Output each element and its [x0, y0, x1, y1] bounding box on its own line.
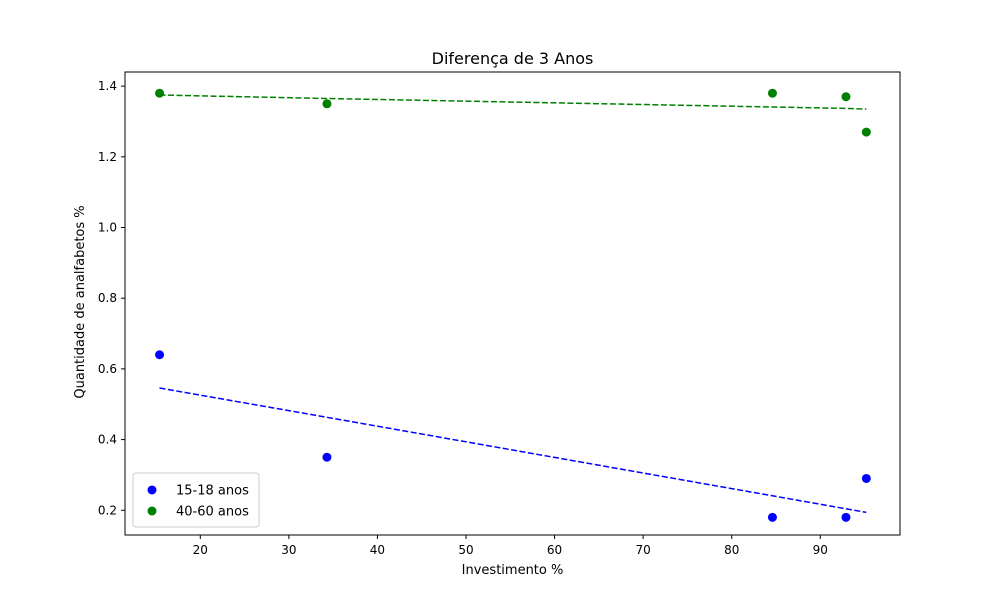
y-axis: 0.2 0.4 0.6 0.8 1.0 1.2 1.4 — [98, 79, 125, 517]
y-tick-label: 0.2 — [98, 503, 117, 517]
trend-line-1 — [159, 387, 867, 514]
x-tick-label: 60 — [547, 543, 562, 557]
y-tick-label: 1.4 — [98, 79, 117, 93]
legend-marker — [147, 506, 157, 516]
trend-line-2 — [159, 94, 867, 110]
y-axis-title: Quantidade de analfabetos % — [73, 205, 88, 398]
legend-label: 40-60 anos — [176, 505, 249, 520]
y-tick-label: 0.4 — [98, 433, 117, 447]
trend-lines — [159, 94, 867, 514]
x-tick-label: 40 — [370, 543, 385, 557]
y-tick-label: 0.6 — [98, 362, 117, 376]
legend-marker — [147, 485, 157, 495]
data-point-series-2 — [841, 92, 851, 102]
x-axis: 20 30 40 50 60 70 80 90 — [193, 535, 828, 557]
x-tick-label: 80 — [724, 543, 739, 557]
data-points — [155, 88, 871, 522]
legend: 15-18 anos 40-60 anos — [132, 472, 260, 528]
data-point-series-2 — [767, 88, 777, 98]
data-point-series-1 — [861, 473, 871, 483]
x-tick-label: 70 — [636, 543, 651, 557]
plot-area — [124, 71, 901, 536]
x-axis-title: Investimento % — [462, 563, 564, 578]
y-tick-label: 1.2 — [98, 150, 117, 164]
x-tick-label: 90 — [813, 543, 828, 557]
legend-box — [132, 472, 260, 528]
data-point-series-2 — [861, 127, 871, 137]
data-point-series-1 — [155, 350, 165, 360]
x-tick-label: 50 — [458, 543, 473, 557]
chart-title: Diferença de 3 Anos — [432, 49, 594, 68]
data-point-series-1 — [322, 452, 332, 462]
x-tick-label: 30 — [281, 543, 296, 557]
data-point-series-1 — [841, 512, 851, 522]
x-tick-label: 20 — [193, 543, 208, 557]
legend-label: 15-18 anos — [176, 484, 249, 499]
plot-frame — [124, 71, 901, 536]
y-tick-label: 1.0 — [98, 221, 117, 235]
data-point-series-2 — [155, 88, 165, 98]
y-tick-label: 0.8 — [98, 291, 117, 305]
data-point-series-2 — [322, 99, 332, 109]
data-point-series-1 — [767, 512, 777, 522]
